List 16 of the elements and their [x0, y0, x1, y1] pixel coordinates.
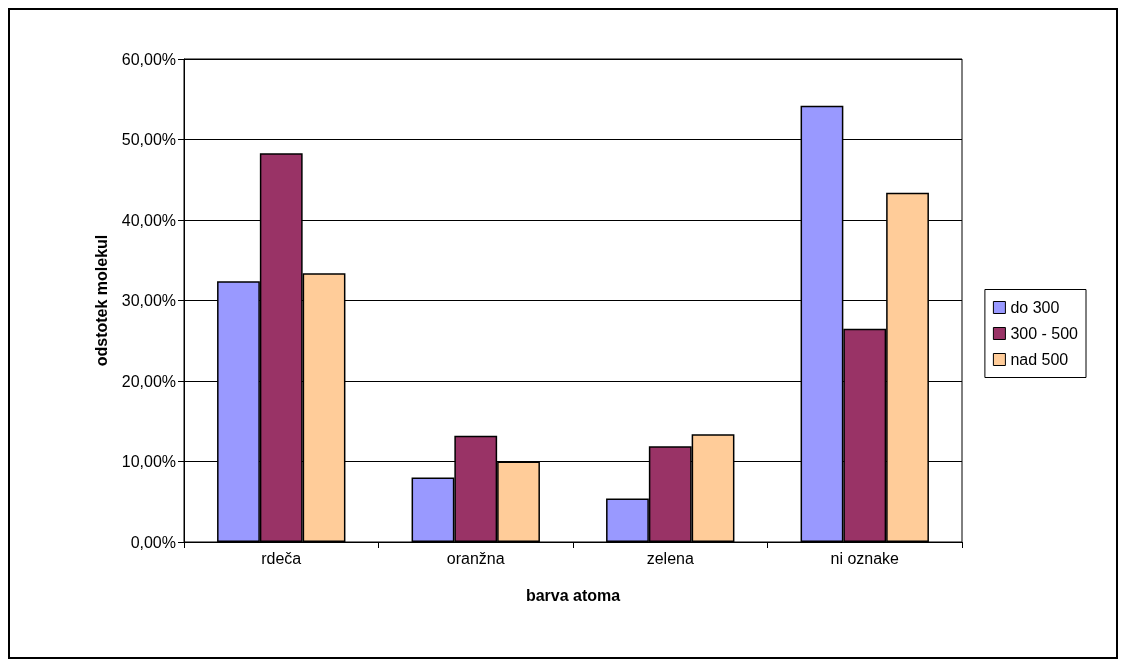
y-tick-label: 0,00% [130, 533, 176, 551]
y-tick-label: 20,00% [121, 372, 176, 390]
legend-label: do 300 [1010, 299, 1060, 316]
y-tick-label: 50,00% [121, 131, 176, 148]
y-axis-title: odstotek molekul [92, 234, 110, 367]
legend-label: 300 - 500 [1010, 325, 1079, 342]
legend-label: nad 500 [1010, 351, 1069, 368]
y-tick-label: 10,00% [121, 453, 176, 470]
x-tick-label: ni oznake [830, 549, 900, 567]
y-tick-label: 40,00% [121, 211, 176, 229]
y-tick-label: 60,00% [121, 50, 176, 68]
y-tick-label: 30,00% [121, 292, 176, 309]
x-tick-label: rdeča [261, 549, 302, 567]
x-tick-label: oranžna [446, 549, 505, 567]
x-axis-title: barva atoma [525, 586, 621, 604]
x-tick-label: zelena [646, 549, 694, 567]
